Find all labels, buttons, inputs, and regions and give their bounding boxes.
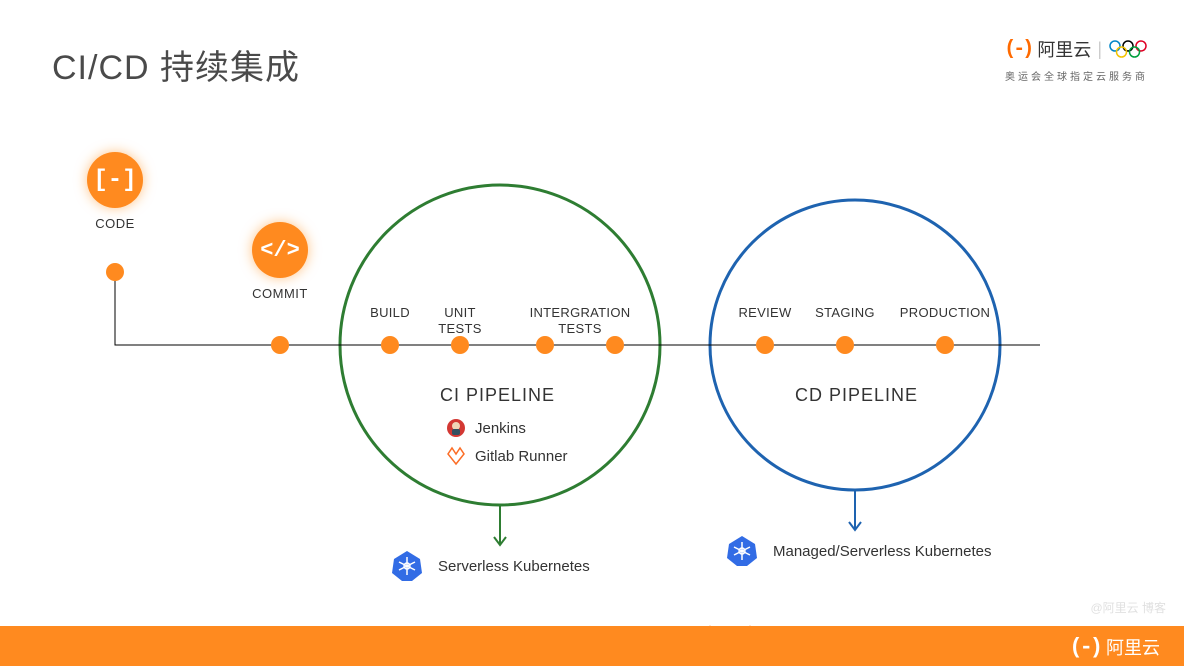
node-label: BUILD (370, 305, 410, 321)
footer-brand: (-) 阿里云 (1069, 634, 1160, 660)
jenkins-label: Jenkins (475, 420, 526, 437)
gitlab-icon (445, 445, 467, 467)
brand-block: (-) 阿里云 | 奥运会全球指定云服务商 (998, 36, 1148, 83)
ci-k8s-label: Serverless Kubernetes (438, 558, 590, 575)
slide: CI/CD 持续集成 (-) 阿里云 | 奥运会全球指定云服务商 (0, 0, 1184, 666)
code-label: CODE (90, 216, 140, 231)
jenkins-row: Jenkins (445, 417, 526, 439)
node-label: PRODUCTION (900, 305, 990, 321)
cicd-diagram: [-] CODE </> COMMIT BUILD UNIT TESTS INTER… (0, 140, 1184, 580)
brand-logo-icon: (-) (1004, 38, 1031, 61)
footer-logo-icon: (-) (1069, 635, 1100, 660)
node-label: STAGING (815, 305, 875, 321)
cd-pipeline-title: CD PIPELINE (795, 385, 918, 406)
brand-tagline: 奥运会全球指定云服务商 (998, 68, 1148, 83)
cd-arrow-icon (849, 490, 861, 530)
jenkins-icon (445, 417, 467, 439)
diagram-svg (0, 140, 1184, 580)
gitlab-row: Gitlab Runner (445, 445, 568, 467)
olympic-rings-icon (1108, 39, 1148, 59)
cd-k8s-label: Managed/Serverless Kubernetes (773, 543, 991, 560)
brand-divider: | (1097, 39, 1102, 60)
ci-arrow-icon (494, 505, 506, 545)
page-title: CI/CD 持续集成 (52, 40, 300, 89)
node-label: REVIEW (738, 305, 791, 321)
node-label: UNIT TESTS (438, 305, 481, 336)
cd-k8s-row: Managed/Serverless Kubernetes (725, 534, 991, 568)
commit-label: COMMIT (245, 286, 315, 301)
footer-brand-name: 阿里云 (1106, 634, 1160, 660)
node-label: INTERGRATION TESTS (530, 305, 631, 336)
ci-k8s-row: Serverless Kubernetes (390, 549, 590, 583)
ci-pipeline-title: CI PIPELINE (440, 385, 555, 406)
brand-name: 阿里云 (1037, 36, 1091, 62)
footer-bar (0, 626, 1184, 666)
kubernetes-icon (390, 549, 424, 583)
watermark: @阿里云 博客 (1090, 599, 1166, 616)
gitlab-label: Gitlab Runner (475, 448, 568, 465)
kubernetes-icon (725, 534, 759, 568)
code-icon: [-] (87, 152, 143, 208)
commit-icon: </> (252, 222, 308, 278)
